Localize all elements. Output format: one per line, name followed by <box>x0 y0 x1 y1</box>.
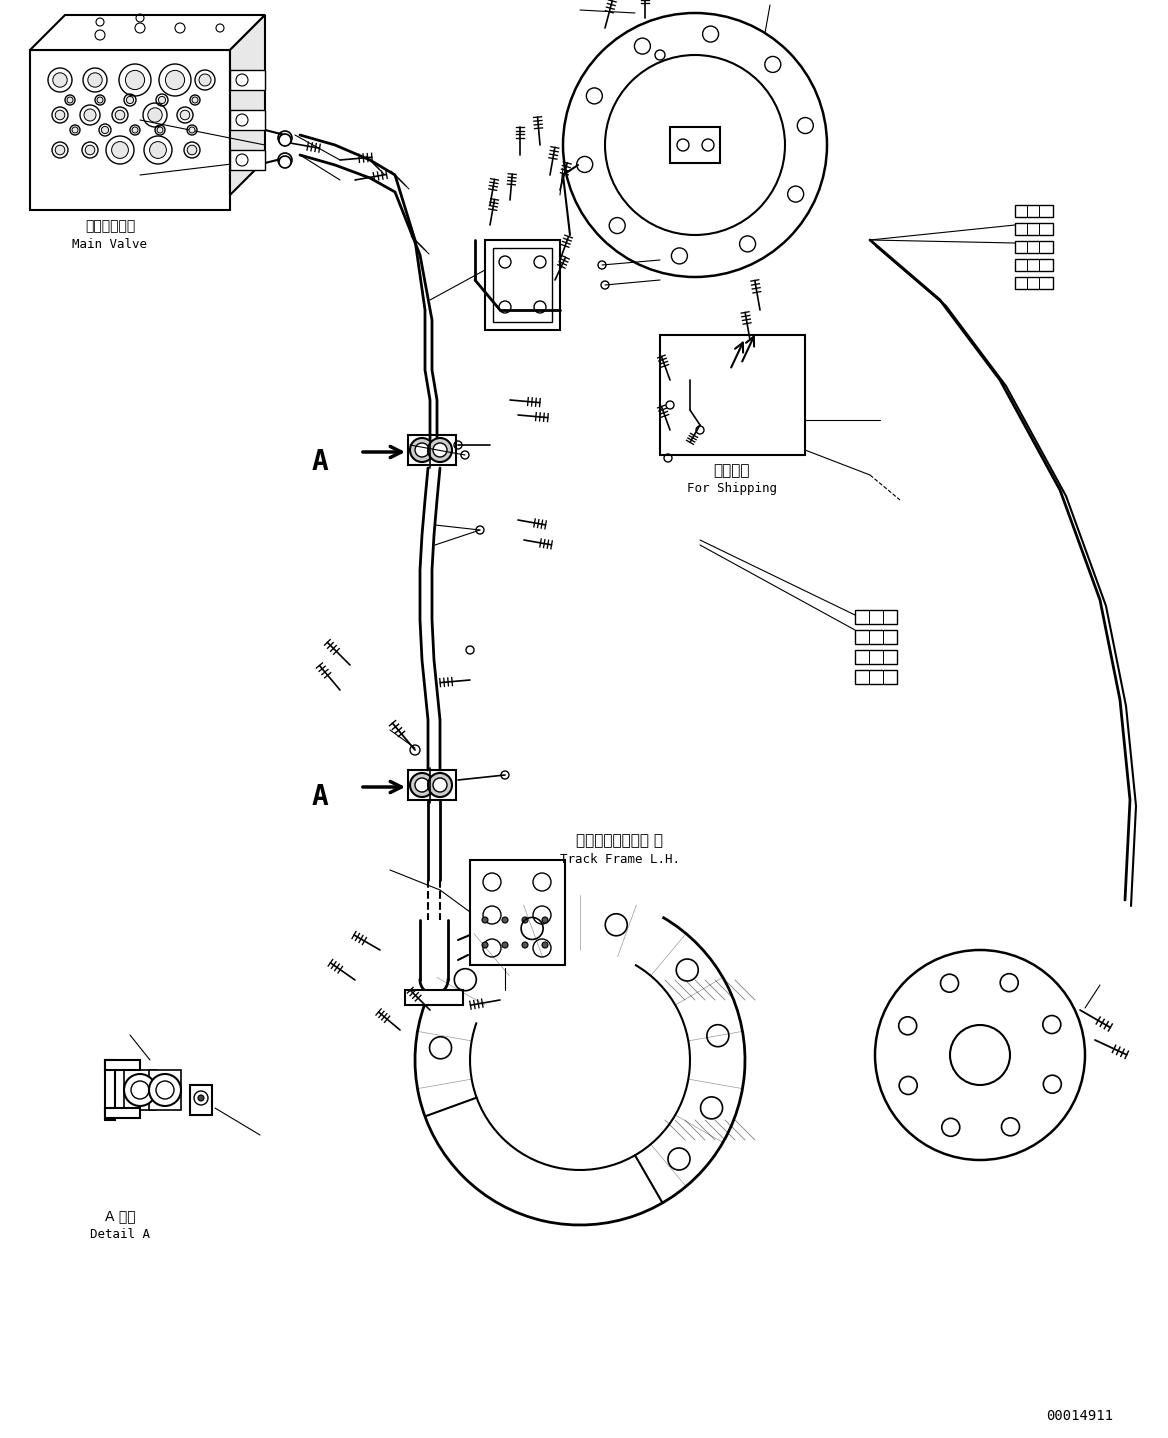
Bar <box>1015 278 1054 289</box>
Circle shape <box>502 917 508 923</box>
Text: A: A <box>312 449 328 476</box>
Circle shape <box>950 1025 1010 1086</box>
Bar <box>855 670 897 684</box>
Bar <box>105 1109 140 1117</box>
Bar <box>30 50 230 210</box>
Polygon shape <box>30 14 265 50</box>
Bar <box>660 335 805 454</box>
Circle shape <box>875 951 1085 1160</box>
Circle shape <box>278 152 292 167</box>
Circle shape <box>415 778 429 792</box>
Circle shape <box>116 111 125 119</box>
Circle shape <box>159 96 166 104</box>
Circle shape <box>157 127 164 132</box>
Text: メインバルブ: メインバルブ <box>85 219 135 233</box>
Circle shape <box>199 1094 204 1102</box>
Bar <box>105 1060 140 1070</box>
Circle shape <box>85 145 95 155</box>
Circle shape <box>502 942 508 948</box>
Bar <box>485 240 559 329</box>
Bar <box>408 436 456 464</box>
Circle shape <box>67 96 72 104</box>
Circle shape <box>427 439 452 462</box>
Bar <box>190 1086 213 1114</box>
Bar <box>1015 206 1054 217</box>
Bar <box>470 860 565 965</box>
Circle shape <box>427 774 452 797</box>
Bar <box>1015 223 1054 234</box>
Text: A: A <box>312 784 328 811</box>
Bar <box>493 247 552 322</box>
Text: Main Valve: Main Valve <box>72 239 147 252</box>
Text: For Shipping: For Shipping <box>687 482 777 495</box>
Circle shape <box>522 942 528 948</box>
Circle shape <box>410 439 434 462</box>
Circle shape <box>131 1081 150 1099</box>
Circle shape <box>88 73 103 88</box>
Bar <box>405 989 463 1005</box>
Circle shape <box>605 55 785 234</box>
Circle shape <box>72 127 78 132</box>
Bar <box>150 1070 181 1110</box>
Circle shape <box>199 73 211 86</box>
Circle shape <box>148 108 162 122</box>
Bar <box>855 650 897 664</box>
Bar <box>855 630 897 644</box>
Circle shape <box>433 778 447 792</box>
Circle shape <box>166 70 185 89</box>
Bar <box>1015 259 1054 270</box>
Circle shape <box>189 127 195 132</box>
Circle shape <box>542 917 548 923</box>
Text: 運搬部品: 運搬部品 <box>714 463 750 477</box>
Text: Track Frame L.H.: Track Frame L.H. <box>559 853 680 866</box>
Circle shape <box>124 1074 157 1106</box>
Circle shape <box>125 70 145 89</box>
Circle shape <box>279 155 291 168</box>
Bar <box>230 109 265 129</box>
Bar <box>1015 242 1054 253</box>
Circle shape <box>84 109 96 121</box>
Circle shape <box>102 127 109 134</box>
Bar <box>230 150 265 170</box>
Text: A 詳細: A 詳細 <box>105 1209 135 1222</box>
Circle shape <box>482 942 488 948</box>
Text: Detail A: Detail A <box>90 1228 150 1241</box>
Circle shape <box>415 443 429 457</box>
Bar <box>124 1070 157 1110</box>
Circle shape <box>132 127 138 132</box>
Circle shape <box>55 145 64 155</box>
Circle shape <box>563 13 827 278</box>
Circle shape <box>410 774 434 797</box>
Circle shape <box>150 1074 181 1106</box>
Circle shape <box>53 73 68 88</box>
Bar <box>105 1060 114 1120</box>
Circle shape <box>180 111 189 119</box>
Bar <box>670 127 719 162</box>
Circle shape <box>279 134 291 147</box>
Bar <box>230 70 265 91</box>
Circle shape <box>126 96 133 104</box>
Text: 00014911: 00014911 <box>1047 1409 1113 1424</box>
Polygon shape <box>230 14 265 196</box>
Circle shape <box>112 141 128 158</box>
Text: トラックフレーム 左: トラックフレーム 左 <box>577 833 663 848</box>
Circle shape <box>97 96 103 104</box>
Circle shape <box>157 1081 174 1099</box>
Circle shape <box>192 96 199 104</box>
Circle shape <box>55 111 64 119</box>
Circle shape <box>187 145 196 155</box>
Circle shape <box>150 141 166 158</box>
Circle shape <box>433 443 447 457</box>
Circle shape <box>482 917 488 923</box>
Circle shape <box>542 942 548 948</box>
Bar <box>855 610 897 624</box>
Bar <box>408 769 456 800</box>
Circle shape <box>278 131 292 145</box>
Circle shape <box>522 917 528 923</box>
